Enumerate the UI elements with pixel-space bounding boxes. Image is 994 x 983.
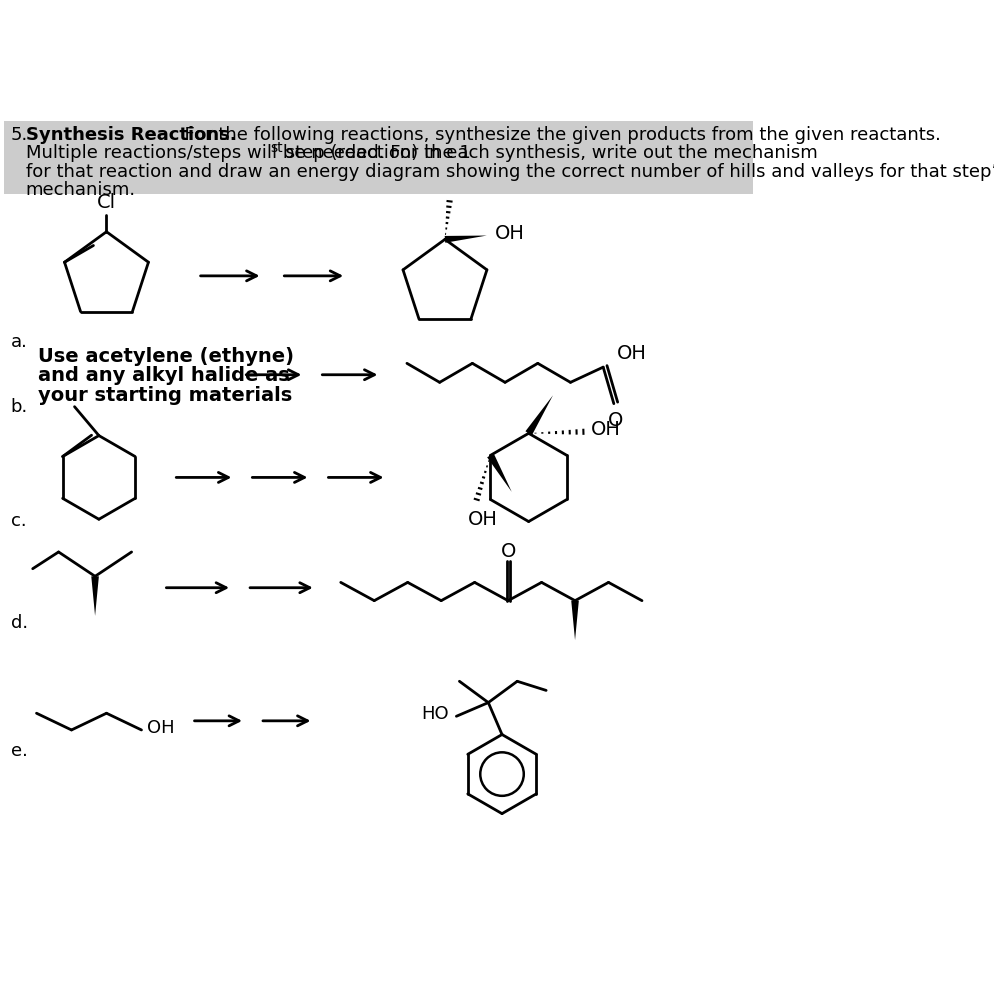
Text: OH: OH [590,420,620,439]
Text: OH: OH [616,344,646,363]
Polygon shape [91,576,98,616]
Text: mechanism.: mechanism. [26,181,136,199]
Text: and any alkyl halide as: and any alkyl halide as [38,367,289,385]
FancyBboxPatch shape [4,122,752,194]
Text: Multiple reactions/steps will be needed. For the 1: Multiple reactions/steps will be needed.… [26,145,470,162]
Text: your starting materials: your starting materials [38,386,292,405]
Text: b.: b. [11,397,28,416]
Text: a.: a. [11,333,28,351]
Text: O: O [500,543,515,561]
Text: OH: OH [467,510,497,529]
Polygon shape [487,453,511,492]
Text: Synthesis Reactions.: Synthesis Reactions. [26,126,237,145]
Text: For the following reactions, synthesize the given products from the given reacta: For the following reactions, synthesize … [173,126,940,145]
Polygon shape [444,236,486,243]
Text: OH: OH [147,720,174,737]
Text: 5.: 5. [11,126,28,145]
Text: e.: e. [11,742,28,760]
Text: Use acetylene (ethyne): Use acetylene (ethyne) [38,347,294,366]
Text: HO: HO [420,705,448,723]
Text: c.: c. [11,512,26,530]
Text: Cl: Cl [96,194,116,212]
Text: OH: OH [494,224,524,243]
Polygon shape [571,601,579,640]
Text: step (reaction) in each synthesis, write out the mechanism: step (reaction) in each synthesis, write… [279,145,817,162]
Text: for that reaction and draw an energy diagram showing the correct number of hills: for that reaction and draw an energy dia… [26,162,994,181]
Text: d.: d. [11,614,28,632]
Text: st: st [269,142,282,155]
Text: O: O [607,411,622,431]
Polygon shape [525,395,553,435]
